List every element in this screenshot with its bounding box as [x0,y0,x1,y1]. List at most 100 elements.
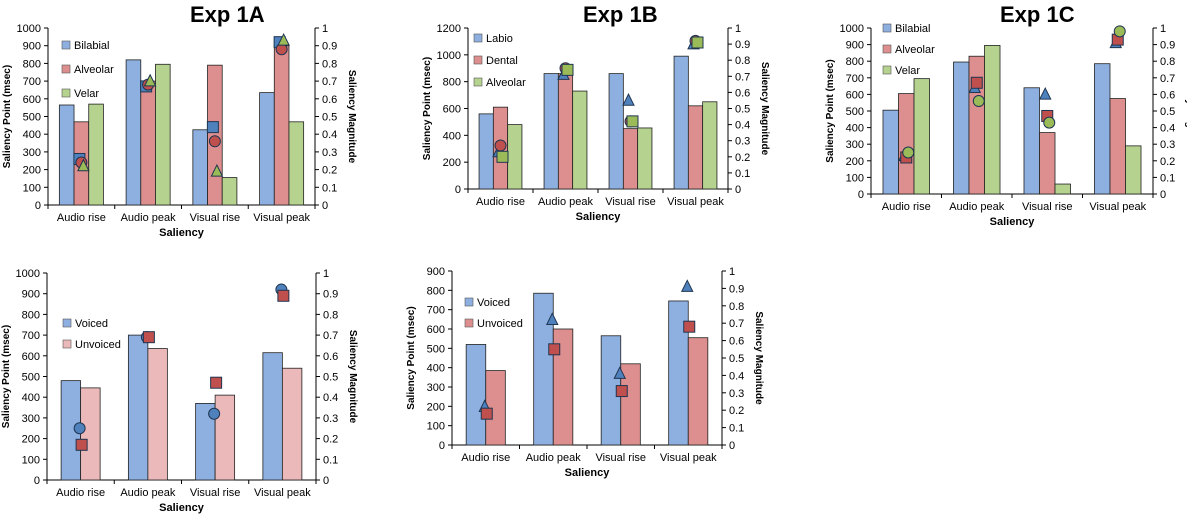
magnitude-marker [1113,25,1126,38]
x-axis-title: Saliency [576,211,622,223]
legend-swatch [61,40,71,50]
y-tick-label: 800 [23,58,41,70]
y-tick-label: 300 [22,413,40,425]
bar [207,64,223,206]
exp-1c-title: Exp 1C [1000,2,1075,27]
y-tick-label: 400 [443,130,461,142]
bar [140,80,156,206]
legend-label: Alveolar [895,44,935,56]
y2-tick-label: 0 [729,440,735,452]
y-tick-label: 200 [443,157,461,169]
bar [221,177,238,206]
magnitude-marker [626,115,639,128]
y-tick-label: 700 [23,76,41,88]
magnitude-marker [208,407,221,420]
y-tick-label: 900 [427,266,445,278]
bar [637,127,653,190]
magnitude-marker [972,95,985,108]
category-label: Visual peak [660,452,717,464]
y-tick-label: 100 [22,454,40,466]
y2-tick-label: 0.2 [735,152,750,164]
y-tick-label: 400 [846,123,864,135]
exp-1b-title: Exp 1B [583,2,658,27]
legend-swatch [61,88,71,98]
legend-swatch [473,33,483,43]
category-label: Audio peak [120,487,176,499]
y2-tick-label: 0.6 [729,336,744,348]
category-label: Audio peak [538,196,594,208]
y-tick-label: 1000 [16,268,40,280]
legend-label: Bilabial [895,23,930,35]
y2-axis-title: Saliency Magnitude [346,70,357,164]
y2-tick-label: 0 [322,200,328,212]
bar [687,337,709,446]
y2-tick-label: 0.8 [323,309,338,321]
magnitude-marker [277,32,290,46]
y-tick-label: 700 [427,305,445,317]
bar [147,348,168,481]
y-axis-title: Saliency Point (msec) [406,306,417,409]
y2-tick-label: 0.4 [323,392,338,404]
magnitude-marker [277,289,290,302]
bar [281,367,303,481]
y-tick-label: 900 [23,41,41,53]
y-tick-label: 800 [846,56,864,68]
legend-label: Velar [74,88,99,100]
magnitude-marker [210,376,223,389]
bar [1109,98,1126,195]
x-axis-title: Saliency [159,502,205,514]
y2-tick-label: 0.2 [323,434,338,446]
y2-tick-label: 0.7 [1160,73,1175,85]
legend-label: Velar [895,65,920,77]
y2-tick-label: 0 [323,475,329,487]
y-tick-label: 100 [846,172,864,184]
magnitude-marker [1038,86,1052,100]
y2-axis-title: Saliency Magnitude [759,62,770,156]
bar [1094,63,1111,195]
y-tick-label: 1000 [17,23,41,35]
legend-swatch [882,44,892,54]
y2-tick-label: 0.5 [322,112,337,124]
y-tick-label: 300 [427,382,445,394]
category-label: Audio rise [476,196,525,208]
y-tick-label: 200 [846,156,864,168]
y2-tick-label: 1 [322,23,328,35]
y-axis-title: Saliency Point (msec) [2,65,13,168]
y2-axis-title: Saliency Magnitude [753,311,764,405]
y2-tick-label: 0.1 [323,454,338,466]
bar [262,352,283,481]
bar [1039,132,1056,195]
bar [507,124,523,190]
y-tick-label: 1200 [437,23,461,35]
y-tick-label: 600 [22,351,40,363]
y2-tick-label: 0.7 [322,76,337,88]
legend-swatch [882,65,892,75]
magnitude-marker [77,158,90,172]
bar [572,90,588,190]
bar [273,45,290,206]
legend-swatch [473,77,483,87]
chart-5: 0 100 200 300 400 500 600 700 800 900 0 0.1 0.2 0.3 0.… [406,266,764,479]
magnitude-marker [496,150,509,163]
legend-label: Voiced [477,297,510,309]
y-tick-label: 200 [23,165,41,177]
bar [288,121,305,206]
y2-tick-label: 0.8 [1160,56,1175,68]
bar [58,104,75,206]
y2-tick-label: 1 [735,23,741,35]
y2-tick-label: 1 [1160,23,1166,35]
legend-swatch [473,55,483,65]
category-label: Audio peak [121,212,177,224]
magnitude-marker [613,366,627,379]
legend-swatch [464,318,474,328]
category-label: Visual rise [1022,201,1073,213]
y2-tick-label: 0.8 [735,55,750,67]
y-tick-label: 0 [34,475,40,487]
y-tick-label: 400 [22,392,40,404]
bar [465,344,487,446]
bar [984,45,1001,195]
y-tick-label: 600 [23,94,41,106]
y-tick-label: 0 [35,200,41,212]
legend-label: Alveolar [486,77,526,89]
y2-axis-title: Saliency Magnitude [347,330,358,424]
